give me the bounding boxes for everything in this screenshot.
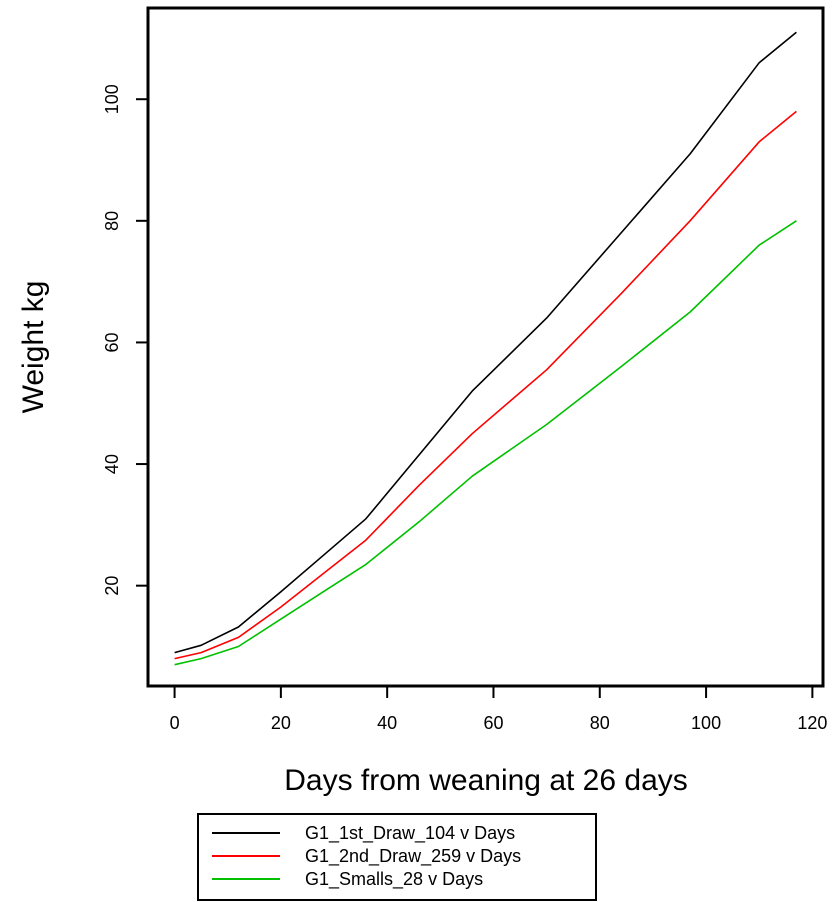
series-line-3: [174, 220, 797, 666]
x-axis-title: Days from weaning at 26 days: [284, 764, 688, 797]
x-tick-label: 80: [590, 713, 610, 733]
x-tick-label: 100: [691, 713, 721, 733]
y-tick-label: 20: [102, 576, 122, 596]
plot-frame: [146, 6, 825, 688]
y-tick-label: 40: [102, 454, 122, 474]
x-tick-label: 60: [483, 713, 503, 733]
x-tick-label: 0: [170, 713, 180, 733]
legend-label-1: G1_1st_Draw_104 v Days: [305, 823, 515, 844]
legend-label-3: G1_Smalls_28 v Days: [305, 869, 483, 890]
series-layer: [174, 31, 797, 666]
y-tick-label: 60: [102, 332, 122, 352]
series-line-1: [174, 31, 797, 654]
x-tick-label: 40: [377, 713, 397, 733]
x-tick-label: 120: [797, 713, 827, 733]
x-axis: 0 20 40 60 80 100 120: [170, 686, 827, 733]
y-axis-title: Weight kg: [17, 281, 50, 414]
series-line-2: [174, 110, 797, 660]
legend-label-2: G1_2nd_Draw_259 v Days: [305, 846, 521, 867]
y-axis: 20 40 60 80 100: [102, 84, 148, 596]
y-tick-label: 100: [102, 84, 122, 114]
x-tick-label: 20: [271, 713, 291, 733]
y-tick-label: 80: [102, 211, 122, 231]
